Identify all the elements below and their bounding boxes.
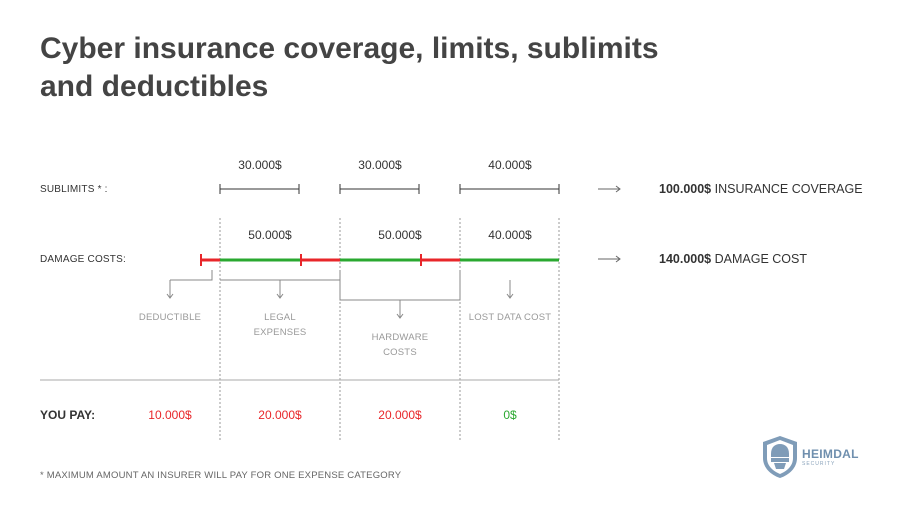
you-pay-deductible: 10.000$ <box>148 408 192 422</box>
damage-value-3: 40.000$ <box>488 228 532 242</box>
category-legal-expenses: LEGAL EXPENSES <box>225 310 335 340</box>
heimdal-logo: HEIMDAL SECURITY <box>760 434 870 480</box>
arrowhead-hardware <box>396 313 404 319</box>
category-arrowheads <box>166 293 514 319</box>
damage-costs-row-label: DAMAGE COSTS: <box>40 254 126 265</box>
title-line-2: and deductibles <box>40 70 269 103</box>
arrowhead-lost-data <box>506 293 514 299</box>
category-hardware-line-1: HARDWARE <box>371 332 429 343</box>
logo-subtitle: SECURITY <box>802 461 836 467</box>
sublimit-value-3: 40.000$ <box>488 158 532 172</box>
column-separators <box>219 218 560 440</box>
bar-ticks <box>200 254 422 266</box>
category-deductible: DEDUCTIBLE <box>115 310 225 325</box>
page-title: Cyber insurance coverage, limits, sublim… <box>40 30 740 106</box>
sublimit-value-1: 30.000$ <box>238 158 282 172</box>
footnote: * MAXIMUM AMOUNT AN INSURER WILL PAY FOR… <box>40 470 402 481</box>
you-pay-lost-data: 0$ <box>503 408 517 422</box>
category-hardware-line-2: COSTS <box>383 347 417 358</box>
sublimit-bracket-3 <box>459 184 560 194</box>
damage-arrow-icon <box>598 255 621 263</box>
coverage-text: INSURANCE COVERAGE <box>714 182 863 196</box>
arrowhead-legal <box>276 293 284 299</box>
damage-total-value: 140.000$ <box>659 252 712 266</box>
sublimit-bracket-2 <box>339 184 420 194</box>
category-brackets <box>169 270 511 318</box>
logo-name: HEIMDAL <box>802 447 859 461</box>
category-legal-line-2: EXPENSES <box>253 327 307 338</box>
bracket-legal <box>220 270 341 281</box>
damage-total-text: DAMAGE COST <box>714 252 807 266</box>
coverage-summary: 100.000$ INSURANCE COVERAGE <box>659 182 863 196</box>
sublimit-brackets <box>219 184 560 194</box>
you-pay-hardware: 20.000$ <box>378 408 422 422</box>
category-lost-data-line-1: LOST DATA COST <box>468 312 552 323</box>
summary-arrows <box>598 185 621 263</box>
you-pay-legal: 20.000$ <box>258 408 302 422</box>
coverage-arrow-icon <box>598 185 621 193</box>
sublimit-bracket-1 <box>219 184 300 194</box>
coverage-value: 100.000$ <box>659 182 712 196</box>
damage-summary: 140.000$ DAMAGE COST <box>659 252 807 266</box>
title-line-1: Cyber insurance coverage, limits, sublim… <box>40 32 659 65</box>
category-hardware-costs: HARDWARE COSTS <box>345 330 455 360</box>
you-pay-label: YOU PAY: <box>40 408 96 422</box>
category-deductible-line-1: DEDUCTIBLE <box>138 312 202 323</box>
damage-value-2: 50.000$ <box>378 228 422 242</box>
bracket-hardware <box>339 270 461 301</box>
category-legal-line-1: LEGAL <box>264 312 296 323</box>
sublimit-value-2: 30.000$ <box>358 158 402 172</box>
category-lost-data-cost: LOST DATA COST <box>455 310 565 325</box>
sublimits-row-label: SUBLIMITS * : <box>40 184 108 195</box>
bracket-deductible <box>170 270 213 281</box>
arrowhead-deductible <box>166 293 174 299</box>
heimdal-helmet-shield-icon <box>763 436 797 478</box>
damage-value-1: 50.000$ <box>248 228 292 242</box>
